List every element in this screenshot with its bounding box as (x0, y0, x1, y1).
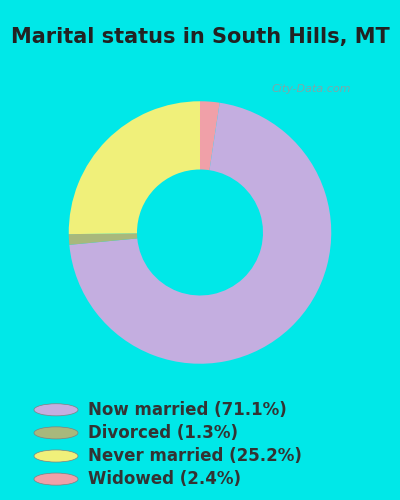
Text: Now married (71.1%): Now married (71.1%) (88, 401, 287, 419)
Circle shape (34, 427, 78, 439)
Text: City-Data.com: City-Data.com (272, 84, 351, 94)
Wedge shape (69, 101, 200, 234)
Text: Never married (25.2%): Never married (25.2%) (88, 447, 302, 465)
Wedge shape (69, 234, 137, 245)
Text: Marital status in South Hills, MT: Marital status in South Hills, MT (11, 28, 389, 48)
Wedge shape (69, 102, 331, 364)
Text: Divorced (1.3%): Divorced (1.3%) (88, 424, 238, 442)
Circle shape (34, 404, 78, 416)
Wedge shape (200, 101, 220, 170)
Text: Widowed (2.4%): Widowed (2.4%) (88, 470, 241, 488)
Circle shape (34, 473, 78, 485)
Circle shape (34, 450, 78, 462)
